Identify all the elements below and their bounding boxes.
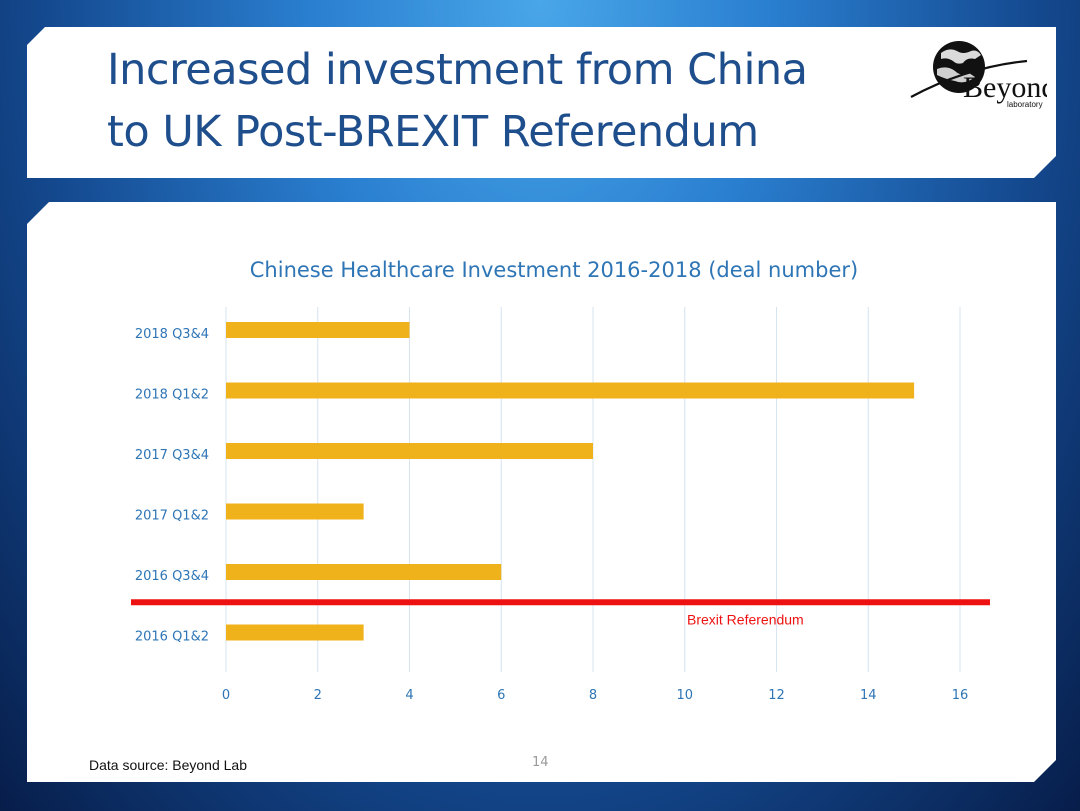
slide-title-line1: Increased investment from China xyxy=(107,45,808,95)
slide-title: Increased investment from China to UK Po… xyxy=(107,39,867,163)
y-tick-label: 2018 Q3&4 xyxy=(135,327,209,342)
chart-title: Chinese Healthcare Investment 2016-2018 … xyxy=(250,258,858,282)
x-tick-label: 16 xyxy=(952,688,969,703)
y-tick-label: 2017 Q3&4 xyxy=(135,448,209,463)
slide-title-line2: to UK Post-BREXIT Referendum xyxy=(107,107,759,157)
y-tick-label: 2016 Q3&4 xyxy=(135,569,209,584)
y-tick-label: 2017 Q1&2 xyxy=(135,509,209,524)
logo-name: Beyond xyxy=(963,71,1047,104)
x-tick-label: 0 xyxy=(222,688,230,703)
bar xyxy=(226,564,501,580)
title-panel: Increased investment from China to UK Po… xyxy=(27,27,1056,178)
y-tick-label: 2018 Q1&2 xyxy=(135,388,209,403)
x-tick-label: 12 xyxy=(768,688,785,703)
x-tick-label: 2 xyxy=(314,688,322,703)
x-tick-label: 4 xyxy=(405,688,413,703)
globe-icon xyxy=(911,41,1027,97)
bar xyxy=(226,383,914,399)
bar xyxy=(226,625,364,641)
y-tick-label: 2016 Q1&2 xyxy=(135,630,209,645)
bar xyxy=(226,504,364,520)
bar xyxy=(226,322,410,338)
x-tick-label: 8 xyxy=(589,688,597,703)
x-tick-label: 6 xyxy=(497,688,505,703)
logo-subtitle: laboratory xyxy=(1007,100,1043,109)
bar xyxy=(226,443,593,459)
beyond-logo: Beyond laboratory xyxy=(907,37,1047,117)
bar-chart: Chinese Healthcare Investment 2016-2018 … xyxy=(27,202,1056,782)
data-source-note: Data source: Beyond Lab xyxy=(89,757,247,773)
page-number: 14 xyxy=(532,755,549,770)
content-panel: Chinese Healthcare Investment 2016-2018 … xyxy=(27,202,1056,782)
x-tick-label: 14 xyxy=(860,688,877,703)
x-tick-label: 10 xyxy=(676,688,693,703)
brexit-reference-label: Brexit Referendum xyxy=(687,611,804,627)
